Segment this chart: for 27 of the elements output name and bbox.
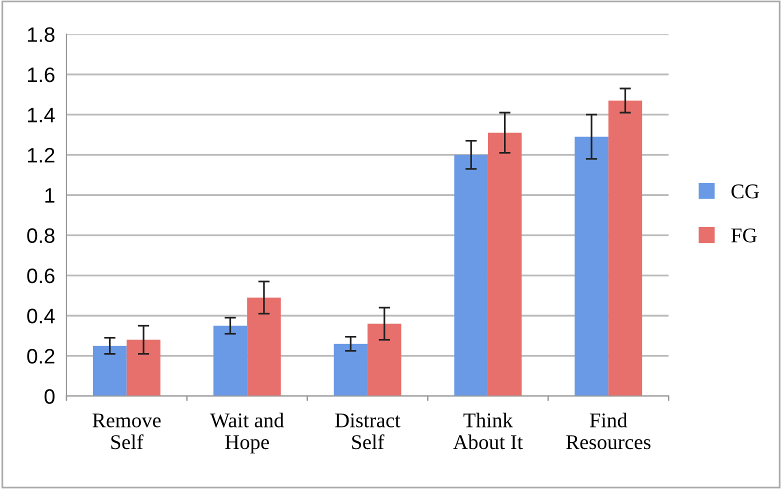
legend-label: CG (732, 184, 759, 198)
bar (92, 346, 127, 396)
y-tick-label: 0.2 (27, 348, 54, 364)
legend-label: FG (731, 228, 757, 242)
y-tick-label: 1.2 (28, 148, 54, 162)
x-tick-label: Think About It (453, 412, 523, 450)
bar (213, 326, 248, 396)
y-tick-label: 1 (45, 188, 54, 203)
y-tick-label: 0 (44, 389, 55, 404)
bar (368, 324, 402, 396)
y-tick-label: 0.8 (27, 228, 54, 244)
bar (334, 344, 368, 396)
x-tick-label: Wait and Hope (210, 412, 284, 454)
bar (488, 132, 522, 396)
bar (126, 340, 160, 396)
y-tick-label: 0.4 (27, 308, 55, 324)
x-tick-label: Find Resources (566, 412, 650, 450)
bar (247, 298, 281, 396)
bar (454, 154, 488, 396)
y-tick-label: 1.4 (28, 108, 55, 122)
y-tick-label: 1.6 (28, 67, 54, 82)
bar (574, 136, 608, 396)
x-tick-label: Remove Self (92, 414, 161, 450)
y-tick-label: 1.8 (28, 27, 54, 42)
x-tick-label: Distract Self (335, 413, 400, 450)
bar (608, 100, 642, 396)
y-tick-label: 0.6 (27, 268, 54, 284)
